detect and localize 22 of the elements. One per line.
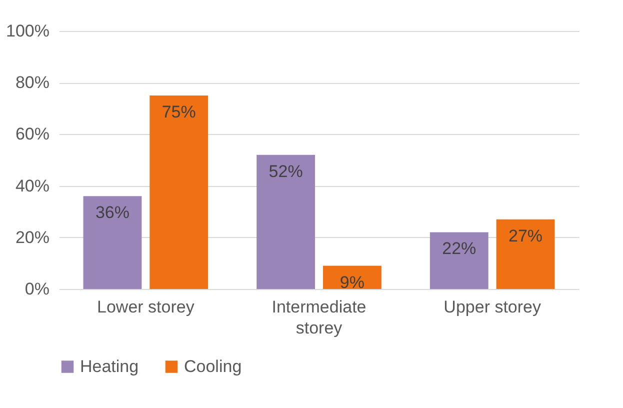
y-tick-label: 0% [24,280,50,298]
y-tick-label: 40% [15,176,50,196]
bar [430,232,488,289]
legend-label: Heating [80,356,139,376]
data-label: 36% [95,203,130,222]
y-tick-label: 60% [15,124,50,144]
y-tick-label: 100% [6,22,50,40]
bar [83,196,142,289]
legend-label: Cooling [184,356,242,376]
x-tick-label: Intermediate storey [272,298,366,338]
x-tick-label: Lower storey [97,298,195,316]
x-tick-label: Upper storey [444,298,542,316]
y-tick-label: 20% [15,228,50,247]
data-label: 27% [508,226,543,246]
y-tick-label: 80% [15,73,50,92]
data-label: 9% [340,272,364,292]
data-label: 22% [442,239,476,258]
bar [150,96,208,289]
data-label: 75% [162,102,196,122]
bar [256,154,316,289]
data-label: 52% [268,162,303,181]
bar [496,219,555,289]
